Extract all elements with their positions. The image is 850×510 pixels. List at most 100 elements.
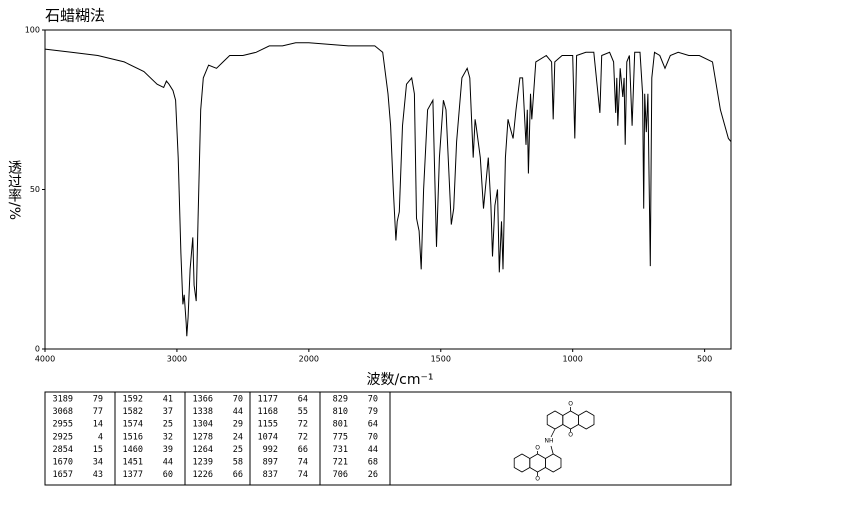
peak-transmittance: 34 (93, 458, 103, 468)
chart-title: 石蜡糊法 (45, 7, 105, 25)
spectrum-line (44, 42, 732, 337)
peak-transmittance: 60 (163, 470, 173, 480)
peak-transmittance: 44 (368, 445, 378, 455)
peak-wavenumber: 731 (333, 445, 348, 455)
peak-wavenumber: 897 (263, 458, 278, 468)
peak-wavenumber: 1226 (193, 470, 213, 480)
x-tick-label: 2000 (299, 355, 319, 364)
peak-wavenumber: 801 (333, 420, 348, 430)
peak-transmittance: 79 (93, 395, 103, 405)
peak-wavenumber: 1670 (53, 458, 73, 468)
peak-transmittance: 70 (233, 395, 243, 405)
peak-wavenumber: 2955 (53, 420, 73, 430)
peak-wavenumber: 1592 (123, 395, 143, 405)
peak-wavenumber: 1177 (258, 395, 278, 405)
peak-transmittance: 26 (368, 470, 378, 480)
peak-wavenumber: 775 (333, 432, 348, 442)
peak-transmittance: 15 (93, 445, 103, 455)
peak-wavenumber: 1377 (123, 470, 143, 480)
peak-wavenumber: 1574 (123, 420, 143, 430)
peak-wavenumber: 2925 (53, 432, 73, 442)
peak-transmittance: 72 (298, 420, 308, 430)
peak-transmittance: 44 (233, 407, 243, 417)
peak-wavenumber: 1582 (123, 407, 143, 417)
peak-wavenumber: 2854 (53, 445, 73, 455)
peak-transmittance: 39 (163, 445, 173, 455)
ring (546, 410, 564, 430)
peak-transmittance: 70 (368, 432, 378, 442)
table-frame (44, 391, 732, 486)
y-tick-label: 50 (30, 185, 40, 194)
peak-transmittance: 25 (233, 445, 243, 455)
peak-transmittance: 4 (98, 432, 103, 442)
peak-transmittance: 41 (163, 395, 173, 405)
peak-wavenumber: 1657 (53, 470, 73, 480)
atom-label: O (568, 432, 573, 439)
peak-wavenumber: 992 (263, 445, 278, 455)
peak-wavenumber: 1366 (193, 395, 213, 405)
peak-transmittance: 24 (233, 432, 243, 442)
peak-transmittance: 29 (233, 420, 243, 430)
peak-wavenumber: 1451 (123, 458, 143, 468)
atom-label: O (535, 476, 540, 483)
peak-transmittance: 79 (368, 407, 378, 417)
ring (578, 410, 595, 430)
y-tick-label: 0 (35, 345, 40, 354)
peak-wavenumber: 1460 (123, 445, 143, 455)
ring (545, 453, 562, 473)
peak-transmittance: 32 (163, 432, 173, 442)
x-tick-label: 1000 (563, 355, 583, 364)
peak-wavenumber: 810 (333, 407, 348, 417)
x-tick-label: 3000 (167, 355, 187, 364)
peak-transmittance: 64 (298, 395, 308, 405)
bond (550, 428, 556, 438)
peak-wavenumber: 829 (333, 395, 348, 405)
ring (562, 410, 579, 430)
peak-transmittance: 74 (298, 470, 308, 480)
peak-wavenumber: 721 (333, 458, 348, 468)
peak-wavenumber: 1168 (258, 407, 278, 417)
peak-wavenumber: 706 (333, 470, 348, 480)
peak-wavenumber: 3189 (53, 395, 73, 405)
peak-wavenumber: 1278 (193, 432, 213, 442)
peak-wavenumber: 1264 (193, 445, 213, 455)
peak-transmittance: 66 (233, 470, 243, 480)
x-tick-label: 4000 (35, 355, 55, 364)
atom-label: NH (545, 438, 554, 445)
peak-transmittance: 14 (93, 420, 103, 430)
peak-transmittance: 64 (368, 420, 378, 430)
peak-transmittance: 77 (93, 407, 103, 417)
ring (513, 453, 531, 473)
peak-transmittance: 66 (298, 445, 308, 455)
peak-wavenumber: 1239 (193, 458, 213, 468)
plot-frame (44, 29, 732, 350)
peak-transmittance: 37 (163, 407, 173, 417)
peak-transmittance: 70 (368, 395, 378, 405)
atom-label: O (535, 445, 540, 452)
x-tick-label: 500 (697, 355, 712, 364)
x-tick-label: 1500 (431, 355, 451, 364)
peak-wavenumber: 837 (263, 470, 278, 480)
ring (529, 453, 546, 473)
peak-transmittance: 55 (298, 407, 308, 417)
peak-wavenumber: 1074 (258, 432, 278, 442)
peak-transmittance: 43 (93, 470, 103, 480)
peak-transmittance: 74 (298, 458, 308, 468)
bond (550, 445, 554, 455)
peak-transmittance: 25 (163, 420, 173, 430)
atom-label: O (568, 401, 573, 408)
peak-wavenumber: 1304 (193, 420, 213, 430)
peak-transmittance: 72 (298, 432, 308, 442)
y-tick-label: 100 (25, 26, 40, 35)
peak-wavenumber: 1155 (258, 420, 278, 430)
peak-transmittance: 44 (163, 458, 173, 468)
peak-transmittance: 68 (368, 458, 378, 468)
y-axis-label: 透过率/% (6, 160, 22, 220)
peak-transmittance: 58 (233, 458, 243, 468)
structure: O O NH O O (513, 401, 595, 483)
x-axis-label: 波数/cm⁻¹ (366, 372, 433, 388)
peak-wavenumber: 1516 (123, 432, 143, 442)
peak-wavenumber: 3068 (53, 407, 73, 417)
